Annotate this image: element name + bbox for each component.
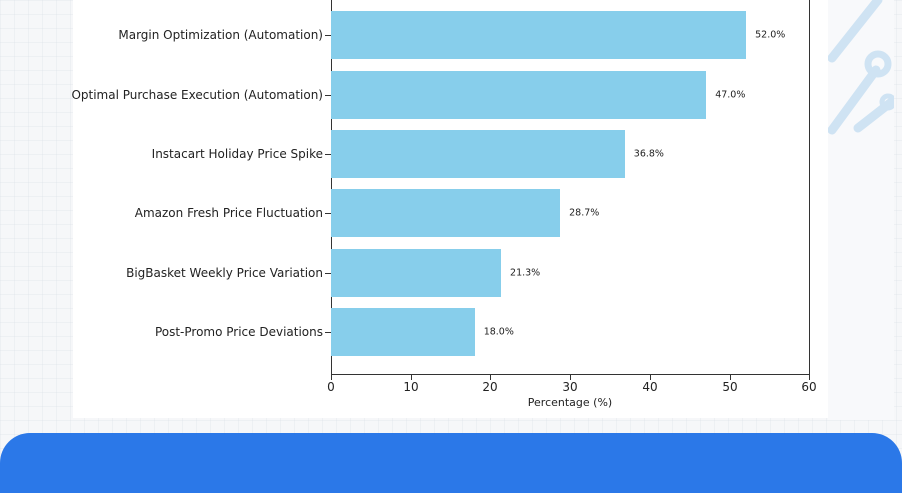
circuit-decoration-icon xyxy=(827,0,899,135)
y-tick xyxy=(325,154,331,155)
footer-banner xyxy=(0,433,902,493)
x-axis-label: Percentage (%) xyxy=(527,396,613,409)
value-label: 18.0% xyxy=(483,326,514,338)
category-label: Amazon Fresh Price Fluctuation xyxy=(134,206,323,220)
bar xyxy=(331,249,502,297)
x-tick xyxy=(570,375,571,380)
category-label: BigBasket Weekly Price Variation xyxy=(126,266,323,280)
category-label: Margin Optimization (Automation) xyxy=(118,28,323,42)
category-label: Instacart Holiday Price Spike xyxy=(151,147,323,161)
y-tick xyxy=(325,35,331,36)
x-tick-label: 0 xyxy=(327,380,335,394)
x-tick-label: 30 xyxy=(562,380,578,394)
bar xyxy=(331,11,747,59)
x-tick xyxy=(809,375,810,380)
x-tick-label: 40 xyxy=(642,380,658,394)
category-label: Optimal Purchase Execution (Automation) xyxy=(71,88,323,102)
y-tick xyxy=(325,95,331,96)
x-tick-label: 50 xyxy=(722,380,738,394)
value-label: 21.3% xyxy=(510,267,541,279)
decorative-side-panel xyxy=(827,0,899,420)
value-label: 36.8% xyxy=(633,148,664,160)
y-tick xyxy=(325,332,331,333)
y-tick xyxy=(325,213,331,214)
x-tick-label: 60 xyxy=(801,380,817,394)
value-label: 52.0% xyxy=(755,29,786,41)
value-label: 28.7% xyxy=(569,207,600,219)
x-tick xyxy=(411,375,412,380)
bar xyxy=(331,308,475,356)
x-tick xyxy=(730,375,731,380)
bar xyxy=(331,189,561,237)
category-label: Post-Promo Price Deviations xyxy=(154,325,323,339)
chart-card: Margin Optimization (Automation) 52.0% Opt… xyxy=(71,0,828,418)
plot-area xyxy=(331,0,810,375)
x-tick-label: 10 xyxy=(403,380,419,394)
bar xyxy=(331,130,625,178)
x-tick xyxy=(331,375,332,380)
bar xyxy=(331,71,707,119)
y-tick xyxy=(325,273,331,274)
x-tick-label: 20 xyxy=(482,380,498,394)
value-label: 47.0% xyxy=(715,89,746,101)
x-tick xyxy=(490,375,491,380)
x-tick xyxy=(650,375,651,380)
